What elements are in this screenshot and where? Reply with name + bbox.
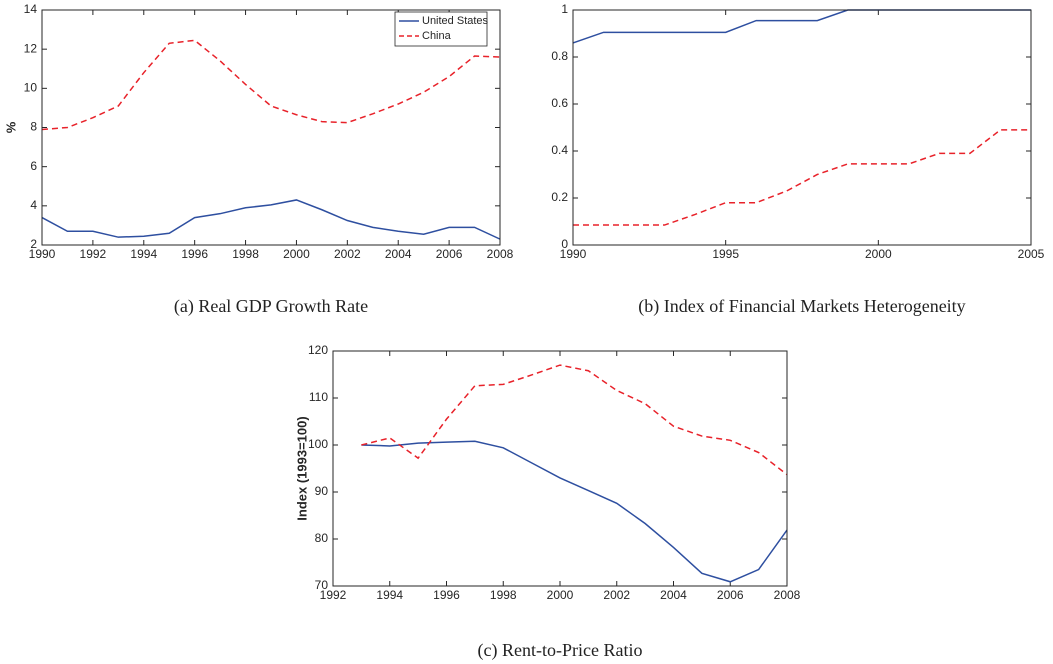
plot-area (333, 351, 787, 586)
axes-box (332, 350, 788, 587)
caption: (a) Real GDP Growth Rate (174, 296, 368, 317)
x-tick-label: 2000 (547, 588, 574, 602)
x-tick-label: 2006 (717, 588, 744, 602)
y-tick-label: 0.4 (551, 143, 568, 157)
y-tick-label: 14 (24, 2, 38, 16)
axes-box (41, 9, 501, 246)
legend: United States China (394, 11, 489, 47)
x-tick-label: 2005 (1018, 247, 1045, 261)
series-line (573, 129, 1031, 226)
x-tick-label: 1992 (80, 247, 107, 261)
x-tick-label: 1996 (433, 588, 460, 602)
x-tick-label: 1990 (29, 247, 56, 261)
plot-area (573, 10, 1031, 245)
y-tick-label: 12 (24, 41, 38, 55)
series-line (41, 39, 501, 131)
x-tick-label: 1990 (560, 247, 587, 261)
y-tick-label: 70 (315, 578, 329, 592)
y-tick-label: 2 (30, 237, 37, 251)
y-tick-label: 110 (309, 390, 328, 404)
x-tick-label: 1992 (320, 588, 347, 602)
series-line (361, 440, 788, 583)
y-tick-label: 4 (30, 198, 37, 212)
y-tick-label: 1 (561, 2, 568, 16)
y-tick-label: 10 (24, 81, 38, 95)
x-tick-label: 1996 (181, 247, 208, 261)
x-tick-label: 1995 (712, 247, 739, 261)
x-tick-label: 1998 (232, 247, 259, 261)
y-tick-label: 0.6 (551, 96, 568, 110)
caption: (b) Index of Financial Markets Heterogen… (638, 296, 965, 317)
x-tick-label: 2008 (774, 588, 801, 602)
legend-label: United States (422, 15, 489, 27)
y-tick-label: 80 (315, 531, 329, 545)
caption: (c) Rent-to-Price Ratio (478, 640, 643, 661)
x-tick-label: 2002 (603, 588, 630, 602)
x-tick-label: 2002 (334, 247, 361, 261)
x-tick-label: 2000 (283, 247, 310, 261)
x-tick-label: 1994 (130, 247, 157, 261)
series-line (41, 199, 501, 240)
y-tick-label: 100 (308, 437, 328, 451)
y-tick-label: 90 (315, 484, 329, 498)
x-tick-label: 2008 (487, 247, 514, 261)
x-tick-label: 2004 (385, 247, 412, 261)
y-tick-label: 6 (30, 159, 37, 173)
x-tick-label: 2006 (436, 247, 463, 261)
y-tick-label: 120 (308, 343, 328, 357)
y-axis-label: % (3, 121, 18, 133)
axes-box (572, 9, 1032, 246)
y-tick-label: 0.8 (551, 49, 568, 63)
legend-label: China (422, 30, 452, 42)
legend-box (394, 11, 488, 47)
x-tick-label: 1994 (376, 588, 403, 602)
x-tick-label: 2000 (865, 247, 892, 261)
y-tick-label: 0 (561, 237, 568, 251)
y-axis-label: Index (1993=100) (294, 416, 309, 520)
x-tick-label: 2004 (660, 588, 687, 602)
y-tick-label: 0.2 (551, 190, 568, 204)
plot-area (42, 10, 500, 245)
y-tick-label: 8 (30, 120, 37, 134)
x-tick-label: 1998 (490, 588, 517, 602)
